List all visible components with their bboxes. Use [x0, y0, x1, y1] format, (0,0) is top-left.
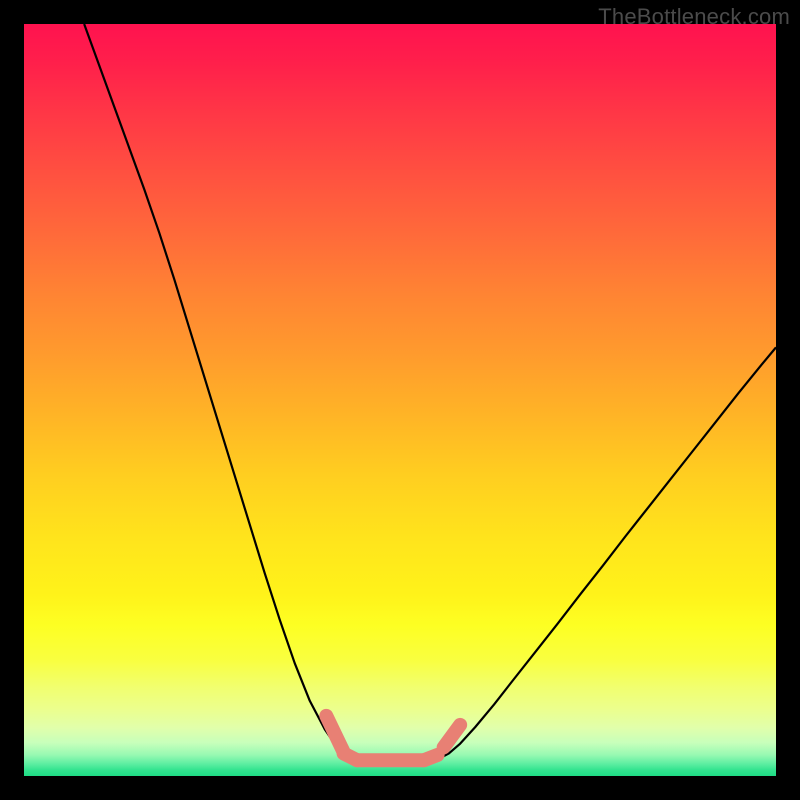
chart-frame: TheBottleneck.com — [0, 0, 800, 800]
chart-background — [24, 24, 776, 776]
optimal-range-segment — [424, 755, 438, 760]
bottleneck-chart — [24, 24, 776, 776]
